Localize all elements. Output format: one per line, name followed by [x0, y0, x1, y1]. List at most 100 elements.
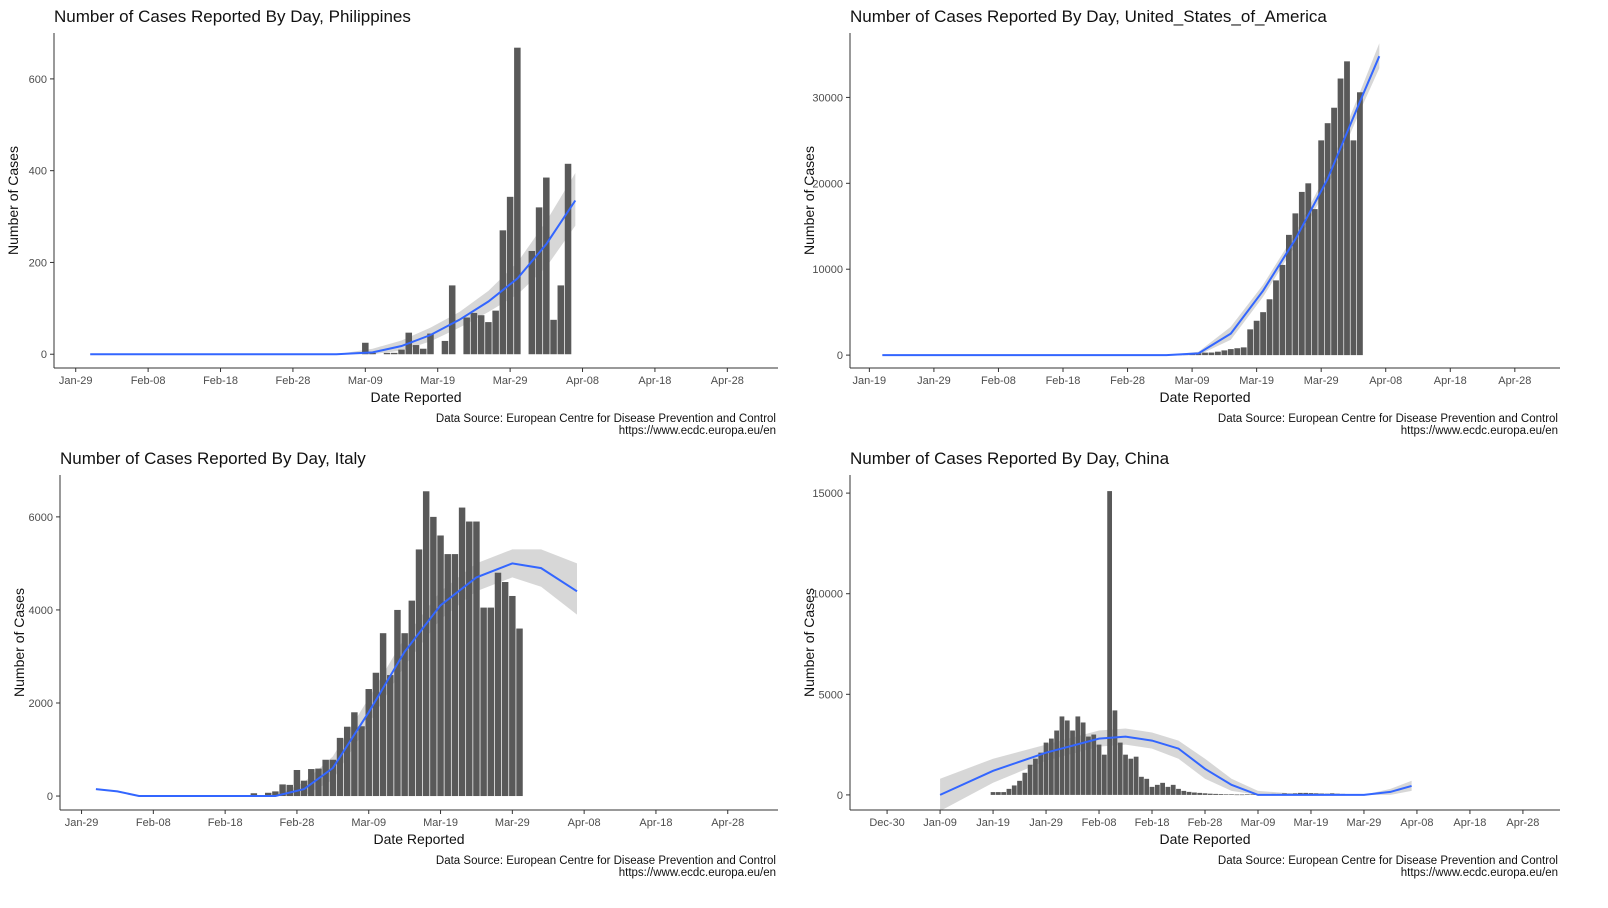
bar [1240, 347, 1247, 356]
bar [329, 759, 337, 797]
bar [1149, 786, 1155, 795]
y-tick-label: 600 [29, 74, 47, 86]
bar [1239, 794, 1245, 796]
x-tick-label: Apr-28 [1506, 817, 1539, 829]
bar [1344, 61, 1350, 356]
bar [1350, 140, 1357, 356]
x-tick-label: Apr-28 [711, 375, 744, 387]
bar [543, 177, 550, 355]
bar [492, 310, 499, 355]
bar [494, 572, 502, 797]
data-source-caption: Data Source: European Centre for Disease… [436, 413, 776, 425]
bar [1160, 782, 1165, 795]
x-tick-label: Apr-28 [711, 817, 744, 829]
x-tick-label: Feb-28 [280, 817, 315, 829]
bar [279, 784, 286, 797]
bar [1117, 742, 1123, 795]
bar [250, 793, 258, 797]
x-tick-label: Feb-18 [208, 817, 243, 829]
y-tick-label: 0 [47, 791, 53, 803]
bar [415, 549, 423, 797]
bar [362, 342, 369, 355]
x-tick-label: Apr-18 [639, 817, 672, 829]
bar [1286, 234, 1292, 356]
bar [264, 792, 272, 797]
bar [448, 285, 456, 355]
x-tick-label: Jan-29 [1029, 817, 1063, 829]
bar [506, 196, 514, 355]
x-tick-label: Apr-08 [566, 375, 599, 387]
bar [391, 352, 398, 355]
data-source-caption: Data Source: European Centre for Disease… [436, 855, 776, 867]
trend-line [882, 55, 1381, 357]
bar [358, 726, 365, 797]
trend-line [939, 735, 1412, 796]
y-axis-label: Number of Cases [5, 146, 21, 255]
x-tick-label: Mar-29 [493, 375, 528, 387]
bar [1086, 736, 1091, 795]
x-tick-label: Apr-28 [1498, 375, 1531, 387]
bar [272, 791, 279, 797]
x-tick-label: Mar-29 [495, 817, 530, 829]
x-tick-label: Apr-08 [568, 817, 601, 829]
y-tick-label: 0 [837, 350, 843, 362]
bar [1213, 793, 1218, 795]
x-tick-label: Jan-29 [917, 375, 951, 387]
data-source-url: https://www.ecdc.europa.eu/en [619, 425, 776, 437]
chart-panel-2: Number of Cases Reported By Day, Italy 0 2… [11, 449, 778, 879]
x-axis-label: Date Reported [370, 389, 461, 405]
bar [487, 607, 495, 797]
y-tick-label: 200 [29, 257, 47, 269]
bar [499, 230, 507, 355]
data-source-caption: Data Source: European Centre for Disease… [1218, 855, 1558, 867]
bar [1165, 786, 1171, 795]
bar [1215, 351, 1221, 356]
x-tick-label: Feb-18 [1046, 375, 1081, 387]
bar [315, 768, 322, 797]
bar [444, 554, 451, 797]
bar [1075, 716, 1081, 795]
trend-line [95, 562, 578, 797]
x-tick-label: Apr-08 [1369, 375, 1402, 387]
y-axis-label: Number of Cases [801, 146, 817, 255]
bar [322, 759, 329, 797]
bar [466, 521, 473, 797]
bar [383, 352, 391, 355]
x-tick-label: Jan-29 [65, 817, 99, 829]
bar [419, 348, 427, 355]
bar [343, 726, 351, 797]
bar [1266, 299, 1273, 356]
x-tick-label: Feb-28 [1110, 375, 1145, 387]
bar [1059, 716, 1065, 795]
bar [1043, 742, 1049, 795]
bar [1096, 744, 1102, 795]
bar [286, 784, 293, 797]
bar [336, 737, 344, 797]
bar [463, 317, 470, 355]
bar [1197, 792, 1203, 795]
x-tick-label: Apr-18 [638, 375, 671, 387]
bar [1357, 92, 1363, 356]
x-tick-label: Feb-18 [203, 375, 238, 387]
bar [1139, 776, 1144, 795]
y-tick-label: 20000 [812, 178, 843, 190]
bar [1080, 722, 1086, 795]
x-tick-label: Apr-18 [1434, 375, 1467, 387]
bar [995, 792, 1001, 795]
bar [1001, 792, 1007, 795]
bar [514, 47, 521, 355]
y-axis-label: Number of Cases [11, 588, 27, 697]
bar [1253, 320, 1260, 356]
bar [1048, 738, 1054, 795]
bar [501, 582, 509, 797]
bar [1311, 209, 1318, 356]
bar [387, 675, 394, 797]
bar [1279, 264, 1286, 356]
bar [1033, 758, 1038, 795]
bar [1208, 352, 1215, 356]
bar [1154, 784, 1160, 795]
x-tick-label: Feb-08 [981, 375, 1016, 387]
bar [1260, 312, 1266, 356]
bar [1123, 754, 1128, 795]
x-axis-label: Date Reported [373, 831, 464, 847]
